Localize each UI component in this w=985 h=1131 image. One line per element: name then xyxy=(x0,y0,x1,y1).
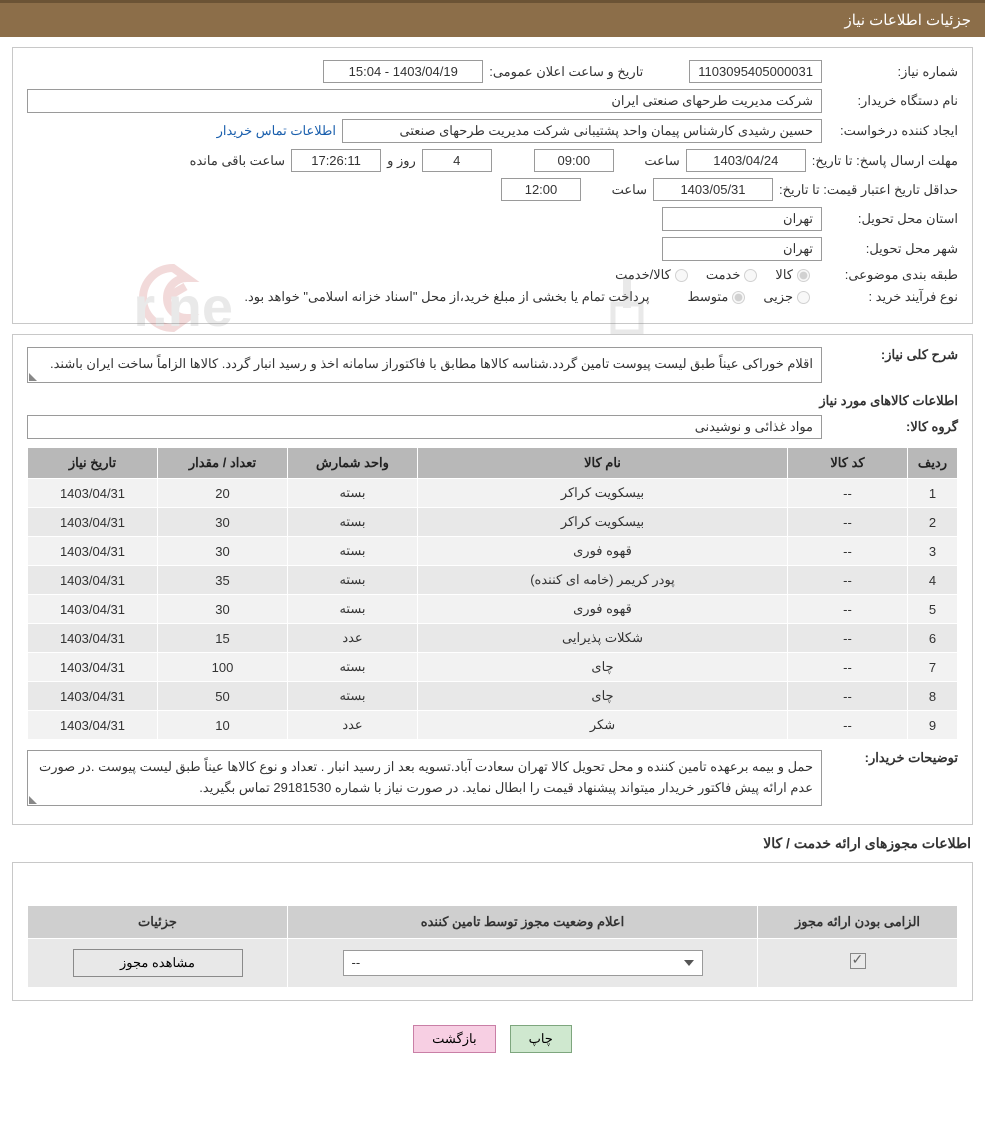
need-no-field: 1103095405000031 xyxy=(689,60,822,83)
pt-medium-radio[interactable]: متوسط xyxy=(687,289,745,305)
province-label: استان محل تحویل: xyxy=(828,211,958,227)
table-row: 4--پودر کریمر (خامه ای کننده)بسته351403/… xyxy=(28,566,958,595)
pt-note: پرداخت تمام یا بخشی از مبلغ خرید،از محل … xyxy=(244,289,649,305)
group-label: گروه کالا: xyxy=(828,419,958,435)
col-status: اعلام وضعیت مجوز توسط تامین کننده xyxy=(288,905,758,938)
col-details: جزئیات xyxy=(28,905,288,938)
cat-goods-radio[interactable]: کالا xyxy=(775,267,810,283)
table-row: 8--چایبسته501403/04/31 xyxy=(28,682,958,711)
col-code: کد کالا xyxy=(788,448,908,479)
resp-deadline-label: مهلت ارسال پاسخ: تا تاریخ: xyxy=(812,153,958,169)
table-row: 6--شکلات پذیراییعدد151403/04/31 xyxy=(28,624,958,653)
price-time-label: ساعت xyxy=(587,182,647,198)
view-permit-button[interactable]: مشاهده مجوز xyxy=(73,949,243,977)
mandatory-checkbox xyxy=(850,953,866,969)
table-row: 3--قهوه فوریبسته301403/04/31 xyxy=(28,537,958,566)
permits-section: الزامی بودن ارائه مجوز اعلام وضعیت مجوز … xyxy=(12,862,973,1001)
col-unit: واحد شمارش xyxy=(288,448,418,479)
resp-time-label: ساعت xyxy=(620,153,680,169)
buyer-contact-link[interactable]: اطلاعات تماس خریدار xyxy=(217,123,336,139)
table-row: 2--بیسکویت کراکربسته301403/04/31 xyxy=(28,508,958,537)
hms-remain-field: 17:26:11 xyxy=(291,149,381,172)
pub-date-label: تاریخ و ساعت اعلان عمومی: xyxy=(489,64,643,80)
remain-suffix: ساعت باقی مانده xyxy=(190,153,285,169)
need-no-label: شماره نیاز: xyxy=(828,64,958,80)
svg-text:AriaTender.ne: AriaTender.ne xyxy=(133,275,233,338)
requester-field: حسین رشیدی کارشناس پیمان واحد پشتیبانی ش… xyxy=(342,119,822,143)
province-field: تهران xyxy=(662,207,822,231)
buyer-note-label: توضیحات خریدار: xyxy=(828,750,958,766)
buyer-label: نام دستگاه خریدار: xyxy=(828,93,958,109)
price-time-field: 12:00 xyxy=(501,178,581,201)
price-date-field: 1403/05/31 xyxy=(653,178,773,201)
need-section: شرح کلی نیاز: اقلام خوراکی عیناً طبق لیس… xyxy=(12,334,973,825)
group-field: مواد غذائی و نوشیدنی xyxy=(27,415,822,439)
page-header: جزئیات اطلاعات نیاز xyxy=(0,0,985,37)
city-field: تهران xyxy=(662,237,822,261)
col-qty: تعداد / مقدار xyxy=(158,448,288,479)
pt-minor-radio[interactable]: جزیی xyxy=(763,289,810,305)
category-label: طبقه بندی موضوعی: xyxy=(828,267,958,283)
items-title: اطلاعات کالاهای مورد نیاز xyxy=(27,393,958,409)
back-button[interactable]: بازگشت xyxy=(413,1025,495,1053)
resize-handle-icon xyxy=(29,373,37,381)
table-row: 1--بیسکویت کراکربسته201403/04/31 xyxy=(28,479,958,508)
col-name: نام کالا xyxy=(418,448,788,479)
permits-table: الزامی بودن ارائه مجوز اعلام وضعیت مجوز … xyxy=(27,905,958,988)
cat-service-radio[interactable]: خدمت xyxy=(706,267,758,283)
table-row: 9--شکرعدد101403/04/31 xyxy=(28,711,958,740)
overall-need-label: شرح کلی نیاز: xyxy=(828,347,958,363)
days-suffix: روز و xyxy=(387,153,416,169)
col-row: ردیف xyxy=(908,448,958,479)
chevron-down-icon xyxy=(684,960,694,966)
price-valid-label: حداقل تاریخ اعتبار قیمت: تا تاریخ: xyxy=(779,182,958,198)
col-date: تاریخ نیاز xyxy=(28,448,158,479)
footer-buttons: چاپ بازگشت xyxy=(0,1011,985,1073)
buyer-note-text: حمل و بیمه برعهده تامین کننده و محل تحوی… xyxy=(27,750,822,806)
resp-date-field: 1403/04/24 xyxy=(686,149,806,172)
print-button[interactable]: چاپ xyxy=(510,1025,572,1053)
page-title: جزئیات اطلاعات نیاز xyxy=(845,12,972,29)
resize-handle-icon xyxy=(29,796,37,804)
table-row: 7--چایبسته1001403/04/31 xyxy=(28,653,958,682)
city-label: شهر محل تحویل: xyxy=(828,241,958,257)
permit-row: -- مشاهده مجوز xyxy=(28,938,958,987)
requester-label: ایجاد کننده درخواست: xyxy=(828,123,958,139)
permits-title: اطلاعات مجوزهای ارائه خدمت / کالا xyxy=(14,835,971,852)
buyer-field: شرکت مدیریت طرحهای صنعتی ایران xyxy=(27,89,822,113)
cat-both-radio[interactable]: کالا/خدمت xyxy=(615,267,688,283)
table-row: 5--قهوه فوریبسته301403/04/31 xyxy=(28,595,958,624)
resp-time-field: 09:00 xyxy=(534,149,614,172)
items-table: ردیف کد کالا نام کالا واحد شمارش تعداد /… xyxy=(27,447,958,740)
pub-date-field: 1403/04/19 - 15:04 xyxy=(323,60,483,83)
overall-need-text: اقلام خوراکی عیناً طبق لیست پیوست تامین … xyxy=(27,347,822,383)
info-section: AriaTender.ne شماره نیاز: 11030954050000… xyxy=(12,47,973,324)
col-mandatory: الزامی بودن ارائه مجوز xyxy=(758,905,958,938)
status-select[interactable]: -- xyxy=(343,950,703,976)
days-remain-field: 4 xyxy=(422,149,492,172)
purchase-type-label: نوع فرآیند خرید : xyxy=(828,289,958,305)
